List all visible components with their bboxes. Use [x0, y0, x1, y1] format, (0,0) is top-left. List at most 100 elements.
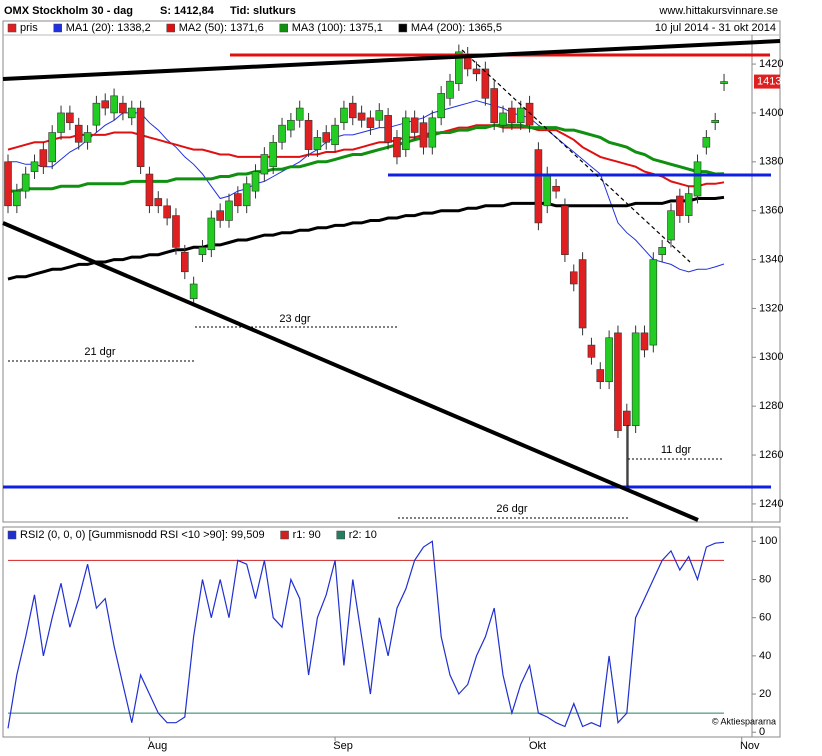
annotation: 23 dgr	[279, 313, 311, 325]
candle-body	[357, 112, 366, 121]
candle-body	[225, 200, 233, 221]
y-tick-label: 1380	[759, 156, 783, 168]
x-tick-label: Okt	[529, 740, 546, 752]
candle-body	[614, 332, 622, 431]
period: 10 jul 2014 - 31 okt 2014	[655, 22, 776, 34]
candle-body	[499, 112, 507, 126]
candle-body	[410, 117, 419, 133]
legend-swatch	[336, 530, 345, 540]
candle-body	[331, 124, 339, 146]
x-tick-label: Sep	[333, 740, 353, 752]
candle-body	[419, 122, 428, 148]
ma-line	[7, 195, 725, 281]
chart-title: OMX Stockholm 30 - dag	[4, 5, 133, 17]
y-tick-label: 0	[759, 726, 765, 738]
y-tick-label: 1280	[759, 400, 783, 412]
candle-body	[295, 107, 304, 121]
candle-body	[340, 107, 348, 124]
candle-body	[446, 80, 454, 99]
y-tick-label: 60	[759, 612, 771, 624]
annotation: 21 dgr	[84, 346, 116, 358]
candle-body	[578, 259, 587, 329]
candle-body	[287, 119, 295, 131]
candle-body	[242, 183, 251, 207]
candle-body	[366, 117, 375, 128]
legend-label: r2: 10	[349, 529, 377, 541]
candle-body	[587, 344, 596, 358]
candle-body	[684, 193, 693, 216]
candle-body	[163, 205, 171, 219]
legend-label: RSI2 (0, 0, 0) [Gummisnodd RSI <10 >90]:…	[20, 529, 265, 541]
candle-body	[437, 93, 445, 119]
ma-line	[8, 123, 725, 193]
candle-body	[543, 173, 552, 207]
candle-body	[136, 107, 145, 168]
candle-body	[605, 337, 613, 383]
candle-body	[278, 124, 286, 143]
candle-body	[490, 88, 499, 124]
candle-body	[74, 124, 83, 143]
legend-label: MA1 (20): 1338,2	[66, 22, 151, 34]
candle-body	[516, 107, 525, 124]
plot-layer: 1240 1260 1280 1300 1320 1340 1360 1380 1400 1420…	[4, 22, 783, 752]
y-tick-label: 1400	[759, 107, 783, 119]
legend-swatch	[166, 23, 175, 33]
candle-body	[57, 112, 65, 133]
y-tick-label: 1420	[759, 58, 783, 70]
candle-body	[472, 68, 481, 75]
price-frame	[2, 20, 781, 523]
trend-line	[461, 49, 691, 263]
candle-body	[207, 217, 216, 251]
candle-body	[622, 410, 631, 427]
candle-body	[181, 251, 189, 273]
y-tick-label: 1300	[759, 351, 783, 363]
candle-body	[481, 68, 490, 99]
candle-body	[393, 137, 401, 158]
ma-line	[8, 100, 725, 273]
candle-body	[4, 161, 12, 207]
candle-body	[525, 102, 534, 126]
candle-body	[251, 171, 260, 192]
candle-body	[640, 332, 649, 351]
legend-swatch	[53, 23, 62, 33]
candle-body	[119, 102, 127, 114]
y-tick-label: 1340	[759, 253, 783, 265]
legend-label: MA3 (100): 1375,1	[292, 22, 383, 34]
source: www.hittakursvinnare.se	[658, 5, 778, 17]
candle-body	[676, 195, 684, 216]
candle-body	[658, 247, 666, 255]
y-tick-label: 1260	[759, 449, 783, 461]
y-tick-label: 80	[759, 573, 771, 585]
time-annotations	[8, 326, 724, 519]
candle-body	[508, 107, 516, 124]
candle-body	[145, 173, 154, 207]
chart-subtitle: S: 1412,84	[160, 5, 215, 17]
candle-body	[455, 51, 463, 84]
candle-body	[693, 161, 702, 197]
legend-swatch	[280, 530, 289, 540]
annotation: 26 dgr	[496, 503, 528, 515]
candle-body	[631, 332, 640, 427]
rsi-line	[7, 540, 725, 729]
legend-swatch	[7, 23, 17, 33]
candle-body	[702, 137, 711, 148]
y-tick-label: 1360	[759, 205, 783, 217]
last-price-box	[754, 74, 780, 89]
legend-swatch	[7, 530, 17, 540]
candle-body	[428, 117, 437, 148]
candle-body	[48, 132, 57, 163]
x-tick-label: Aug	[148, 740, 168, 752]
trend-line	[2, 39, 781, 81]
candle-body	[269, 141, 278, 168]
candle-body	[304, 119, 313, 150]
legend-label: pris	[20, 22, 38, 34]
legend-label: MA4 (200): 1365,5	[411, 22, 502, 34]
candle-body	[260, 154, 269, 175]
candle-body	[66, 112, 74, 124]
legend-swatch	[279, 23, 288, 33]
candle-body	[667, 210, 675, 241]
candle-body	[401, 117, 410, 150]
candle-body	[569, 271, 578, 285]
y-tick-label: 40	[759, 650, 771, 662]
